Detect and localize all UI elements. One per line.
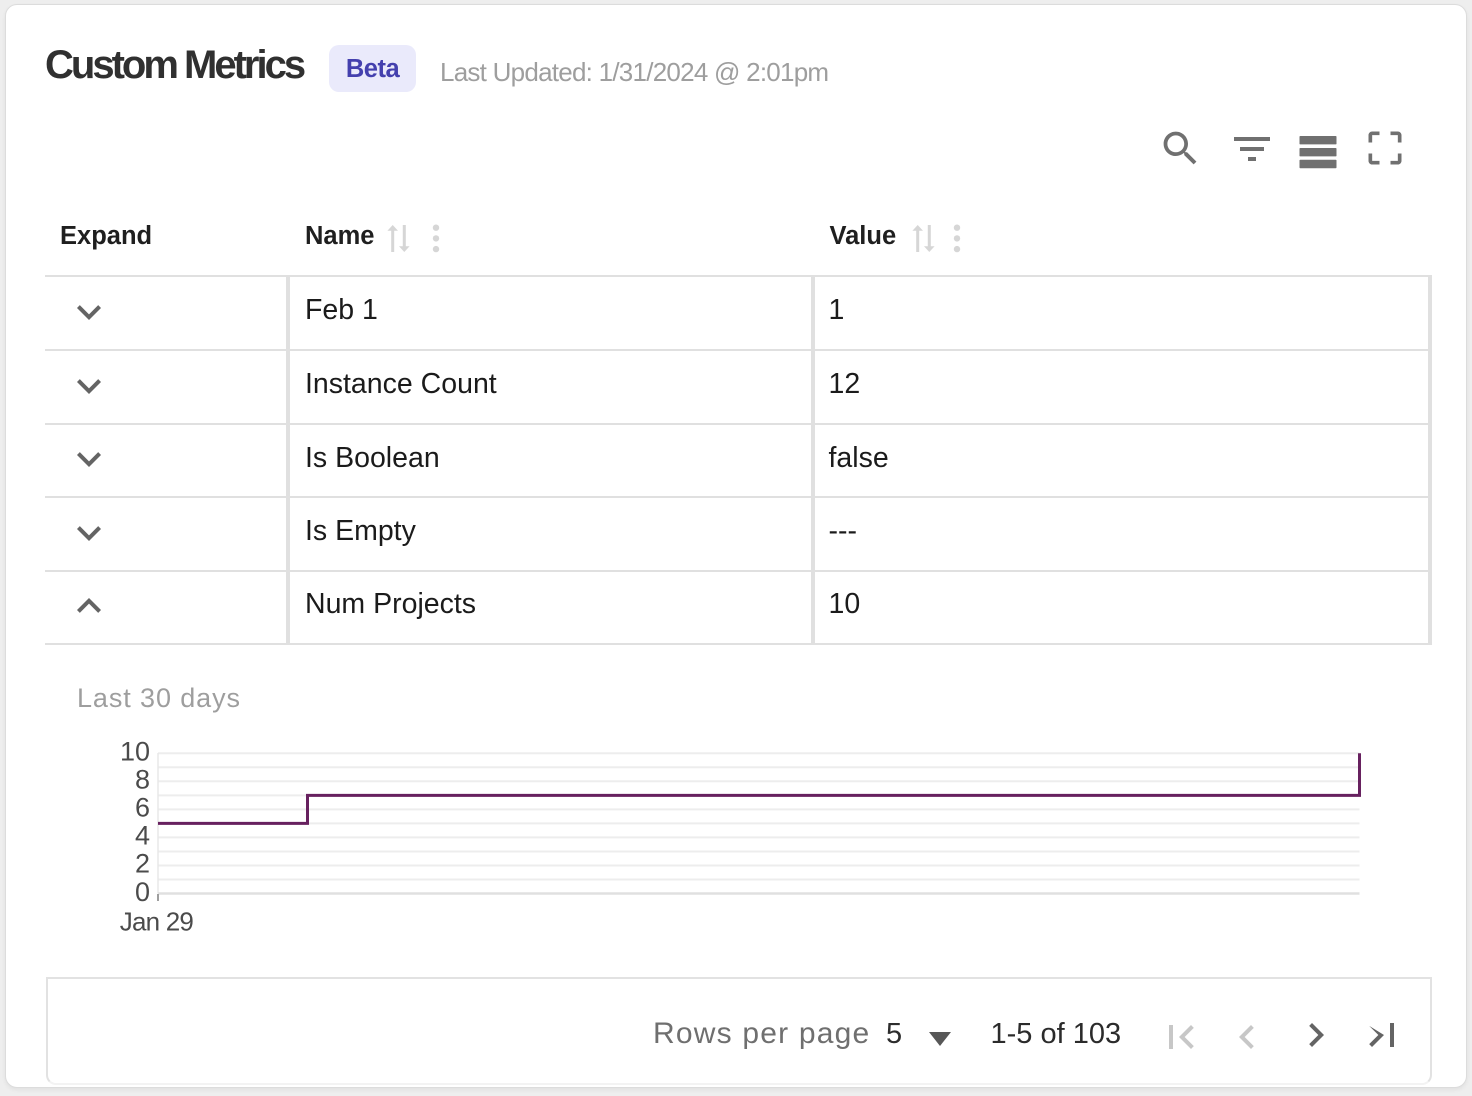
- svg-text:8: 8: [135, 765, 150, 795]
- svg-text:2: 2: [135, 849, 150, 879]
- svg-text:0: 0: [135, 877, 150, 907]
- svg-text:Jan 29: Jan 29: [120, 906, 194, 936]
- svg-text:6: 6: [135, 793, 150, 823]
- svg-text:4: 4: [135, 821, 150, 851]
- svg-text:10: 10: [120, 736, 150, 766]
